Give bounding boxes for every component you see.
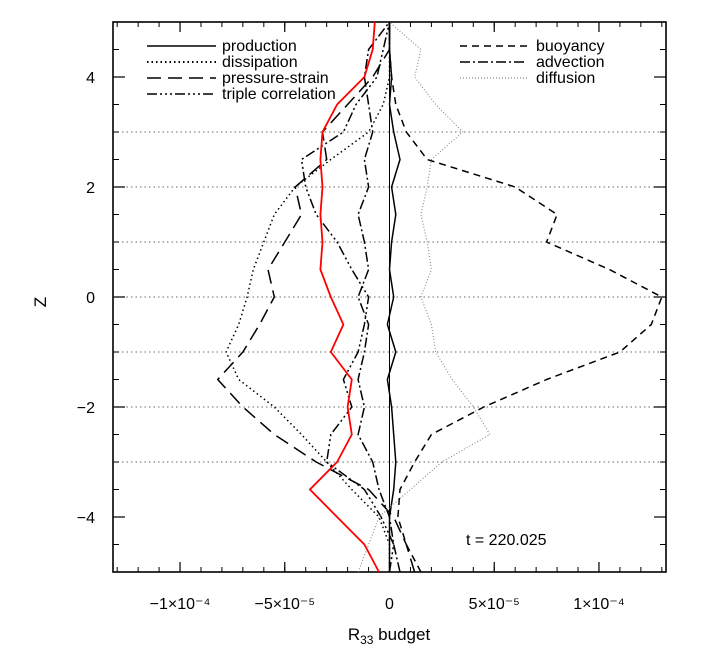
- series-line-advection: [357, 21, 401, 573]
- series-line-dissipation: [225, 22, 391, 572]
- y-tick-label: −2: [77, 400, 95, 417]
- y-axis-title: Z: [31, 297, 50, 307]
- series-line-buoyancy: [388, 22, 663, 573]
- y-tick-label: −4: [77, 510, 95, 527]
- x-tick-label: 0: [385, 596, 394, 613]
- x-tick-label: 5×10⁻⁵: [469, 596, 520, 613]
- series-line-red-curve: [308, 21, 380, 573]
- x-axis-title-suffix: budget: [373, 625, 430, 644]
- legend-right: buoyancy advection diffusion: [460, 38, 605, 87]
- series-line-pressure-strain: [216, 22, 416, 573]
- y-tick-label: 4: [86, 70, 95, 87]
- y-tick-label: 2: [86, 180, 95, 197]
- time-annotation: t = 220.025: [466, 532, 547, 549]
- legend-label-diffusion: diffusion: [536, 70, 595, 87]
- x-axis-title-subscript: 33: [360, 633, 374, 647]
- legend-left: production dissipation pressure-strain t…: [147, 38, 336, 103]
- legend-label-dissipation: dissipation: [222, 54, 298, 71]
- series-line-triple-correlation: [300, 21, 395, 573]
- x-tick-label: −1×10⁻⁴: [150, 596, 211, 613]
- legend-label-triple-correlation: triple correlation: [222, 86, 336, 103]
- legend-label-pressure-strain: pressure-strain: [222, 70, 329, 87]
- x-axis-title-main: R: [348, 625, 360, 644]
- legend-label-buoyancy: buoyancy: [536, 38, 605, 55]
- axis-ticks: −1×10⁻⁴ −5×10⁻⁵ 0 5×10⁻⁵ 1×10⁻⁴ −4 −2 0 2 4: [77, 21, 666, 613]
- reference-lines: [113, 22, 666, 572]
- x-tick-label: −5×10⁻⁵: [255, 596, 315, 613]
- legend-label-production: production: [222, 38, 297, 55]
- legend-label-advection: advection: [536, 54, 605, 71]
- series-line-production: [386, 22, 401, 572]
- x-tick-label: 1×10⁻⁴: [573, 596, 624, 613]
- y-tick-label: 0: [86, 290, 95, 307]
- x-axis-title: R33 budget: [348, 625, 431, 647]
- series-layer: [216, 21, 663, 573]
- series-line-diffusion: [357, 21, 491, 573]
